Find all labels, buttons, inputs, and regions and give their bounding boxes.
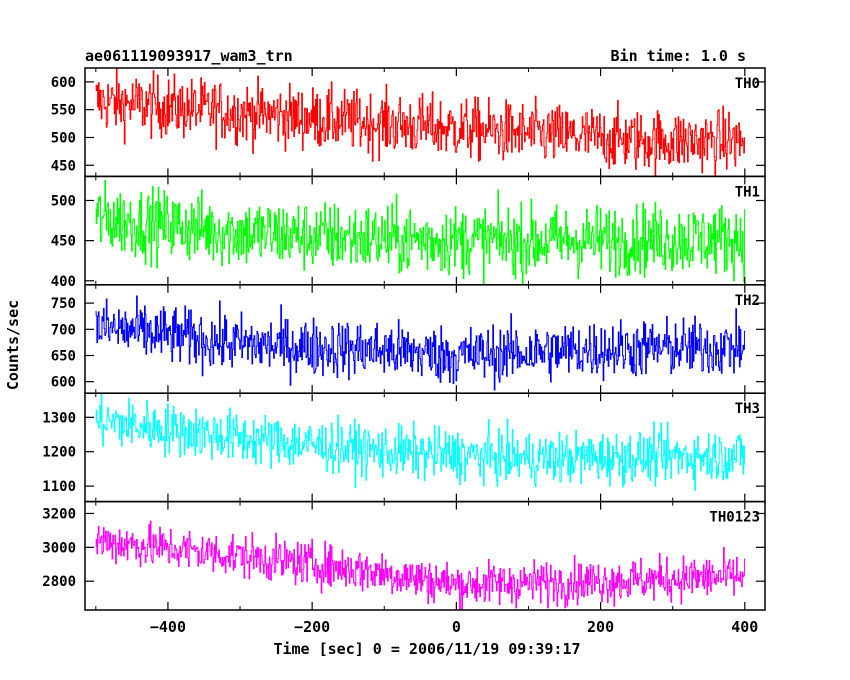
chart-title: ae061119093917_wam3_trn [85, 47, 293, 65]
x-tick-label: 400 [731, 618, 758, 636]
panel-th0: 450 500 550 600 TH0 [51, 67, 766, 178]
x-tick-label: 0 [452, 618, 461, 636]
y-tick-label: 400 [51, 274, 76, 290]
y-tick-label: 550 [51, 103, 76, 119]
series-line-th1 [95, 179, 746, 285]
panel-label: TH3 [735, 401, 760, 417]
panel-label: TH1 [735, 184, 760, 200]
y-tick-label: 1100 [42, 479, 76, 495]
x-axis-ticks: −400 −200 0 200 400 [150, 618, 758, 636]
panel-label: TH0 [735, 76, 760, 92]
x-tick-label: −400 [150, 618, 186, 636]
y-tick-label: 3200 [42, 506, 76, 522]
y-tick-label: 600 [51, 75, 76, 91]
panel-th2: 600 650 700 750 TH2 [51, 284, 766, 394]
x-tick-label: 200 [587, 618, 614, 636]
panel-frame [84, 500, 766, 611]
series-line-th2 [95, 295, 746, 391]
bin-time-label: Bin time: 1.0 s [611, 47, 746, 65]
y-tick-label: 700 [51, 322, 76, 338]
x-tick-label: −200 [294, 618, 330, 636]
panel-frame [84, 392, 766, 503]
panel-th0123: 2800 3000 3200 TH0123 [42, 500, 766, 611]
panel-frame [84, 284, 766, 394]
series-line-th0 [95, 68, 746, 177]
x-axis-label: Time [sec] 0 = 2006/11/19 09:39:17 [273, 640, 580, 658]
series-line-th0123 [95, 520, 746, 611]
y-axis-label: Counts/sec [4, 300, 22, 390]
y-tick-label: 600 [51, 375, 76, 391]
panel-th1: 400 450 500 TH1 [51, 175, 766, 290]
y-tick-label: 2800 [42, 574, 76, 590]
y-tick-label: 650 [51, 348, 76, 364]
y-tick-label: 1200 [42, 445, 76, 461]
y-tick-label: 450 [51, 234, 76, 250]
y-tick-label: 3000 [42, 540, 76, 556]
series-line-th3 [95, 393, 746, 491]
panel-label: TH2 [735, 293, 760, 309]
panel-th3: 1100 1200 1300 TH3 [42, 392, 766, 503]
y-tick-label: 1300 [42, 410, 76, 426]
panels-group: 450 500 550 600 TH0 400 450 500 TH1 600 650 700 750 T… [42, 67, 766, 611]
y-tick-label: 450 [51, 158, 76, 174]
y-tick-label: 500 [51, 193, 76, 209]
y-tick-label: 500 [51, 130, 76, 146]
y-tick-label: 750 [51, 296, 76, 312]
panel-label: TH0123 [709, 510, 760, 526]
